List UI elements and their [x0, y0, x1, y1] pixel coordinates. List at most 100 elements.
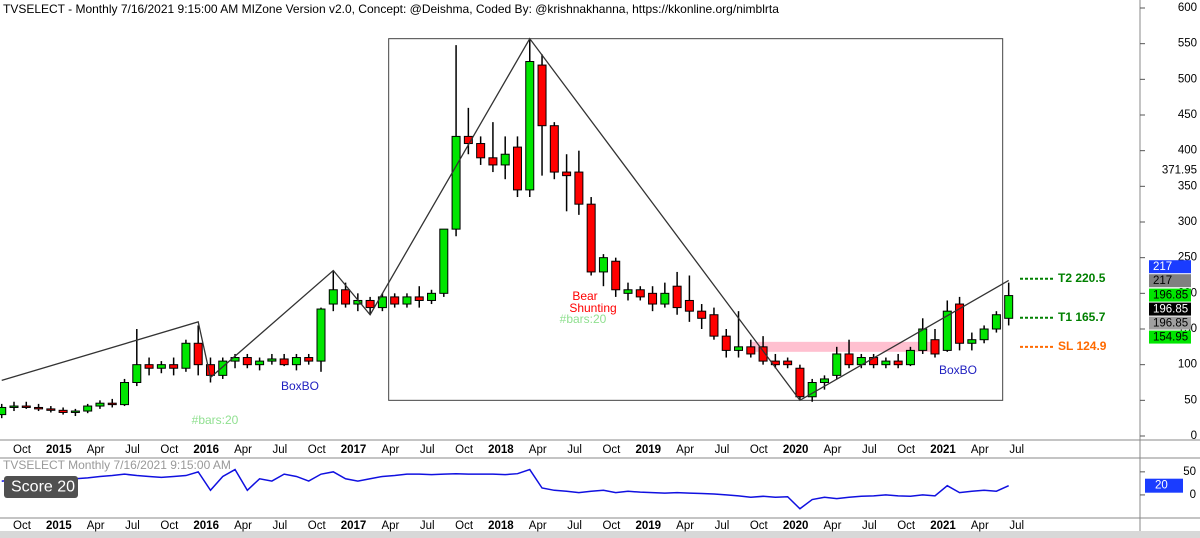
sheet-tabs — [0, 531, 1200, 538]
candle-body — [377, 296, 387, 309]
candle-body — [979, 328, 989, 341]
candle-body — [905, 349, 915, 366]
last-price-label: 371.95 — [1162, 165, 1197, 177]
candle-body — [193, 342, 203, 366]
price-tag-label: 196.85 — [1153, 290, 1188, 302]
annotation: Shunting — [569, 301, 616, 315]
candle-body — [746, 346, 756, 355]
score-tick-label: 0 — [1190, 489, 1196, 501]
price-tag — [1149, 330, 1191, 344]
candle-body — [451, 135, 461, 230]
candle-body — [648, 292, 658, 305]
annotation: BoxBO — [939, 363, 977, 377]
candle-body — [525, 61, 535, 191]
candle-body — [242, 357, 252, 366]
candle-body — [21, 405, 31, 408]
x-tick-label: Oct — [13, 520, 32, 532]
candle-body — [169, 364, 179, 369]
x-tick-label: 2017 — [341, 444, 367, 456]
x-tick-label: Jul — [420, 444, 435, 456]
price-tag-label: 217 — [1153, 275, 1172, 287]
price-tag-label: 154.95 — [1153, 332, 1188, 344]
x-tick-label: Apr — [87, 520, 105, 532]
candle-body — [991, 314, 1001, 330]
level-label: T2 220.5 — [1058, 271, 1106, 285]
candle-body — [672, 285, 682, 309]
x-tick-label: Apr — [381, 520, 399, 532]
y-tick-label: 350 — [1178, 180, 1197, 192]
price-tag — [1149, 302, 1191, 316]
candle-body — [709, 314, 719, 337]
x-tick-label: Apr — [529, 520, 547, 532]
x-tick-label: 2020 — [783, 520, 809, 532]
candle-body — [684, 299, 694, 312]
x-tick-label: Apr — [529, 444, 547, 456]
candle-body — [439, 228, 449, 294]
score-tag — [1145, 478, 1183, 493]
y-tick-label: 50 — [1184, 394, 1197, 406]
x-tick-label: 2018 — [488, 520, 514, 532]
candle-body — [844, 353, 854, 366]
candle-body — [795, 367, 805, 398]
candle-body — [58, 409, 68, 413]
x-tick-label: Jul — [715, 444, 730, 456]
x-tick-label: Jul — [125, 444, 140, 456]
x-tick-label: Oct — [897, 444, 916, 456]
y-tick-label: 450 — [1178, 109, 1197, 121]
x-tick-label: Oct — [308, 520, 327, 532]
annotation: Bear — [572, 289, 597, 303]
x-tick-label: Jul — [273, 444, 288, 456]
candle-body — [807, 382, 817, 398]
score-title: TVSELECT Monthly 7/16/2021 9:15:00 AM — [3, 458, 231, 472]
candle-body — [955, 303, 965, 344]
candle-body — [537, 64, 547, 127]
candle-body — [279, 358, 289, 366]
annotation: #bars:20 — [560, 312, 607, 326]
candle-body — [574, 171, 584, 205]
candle-body — [512, 146, 522, 191]
score-line — [1, 468, 1009, 510]
score-box — [4, 476, 78, 498]
x-tick-label: Oct — [602, 520, 621, 532]
x-tick-label: Jul — [125, 520, 140, 532]
x-tick-label: 2017 — [341, 520, 367, 532]
score-label: Score 20 — [11, 479, 75, 496]
candle-body — [83, 405, 93, 412]
candle-body — [9, 405, 19, 408]
x-tick-label: Oct — [455, 520, 474, 532]
candle-body — [635, 289, 645, 298]
candle-body — [291, 357, 301, 366]
box — [388, 38, 1004, 401]
candle-body — [1004, 295, 1014, 319]
x-tick-label: Jul — [715, 520, 730, 532]
candle-body — [562, 171, 572, 177]
candle-body — [967, 339, 977, 344]
x-tick-label: Jul — [567, 520, 582, 532]
price-tag — [1149, 274, 1191, 288]
x-tick-label: Apr — [676, 444, 694, 456]
candle-body — [697, 310, 707, 319]
x-tick-label: 2019 — [635, 444, 661, 456]
y-tick-label: 300 — [1178, 216, 1197, 228]
x-tick-label: Jul — [1009, 444, 1024, 456]
x-tick-label: Apr — [824, 444, 842, 456]
candle-body — [586, 203, 596, 273]
candle-body — [218, 360, 228, 376]
y-tick-label: 400 — [1178, 145, 1197, 157]
candle-body — [758, 346, 768, 362]
price-tag-label: 196.85 — [1153, 304, 1188, 316]
x-tick-label: Apr — [971, 520, 989, 532]
candle-body — [660, 292, 670, 305]
x-tick-label: 2021 — [930, 520, 956, 532]
candle-body — [0, 406, 7, 416]
price-tag-label: 196.85 — [1153, 318, 1188, 330]
x-tick-label: Oct — [160, 444, 179, 456]
annotation: #bars:20 — [192, 413, 239, 427]
x-tick-label: Apr — [971, 444, 989, 456]
x-tick-label: 2019 — [635, 520, 661, 532]
x-tick-label: 2020 — [783, 444, 809, 456]
candle-body — [881, 360, 891, 366]
x-tick-label: Oct — [308, 444, 327, 456]
x-tick-label: 2018 — [488, 444, 514, 456]
